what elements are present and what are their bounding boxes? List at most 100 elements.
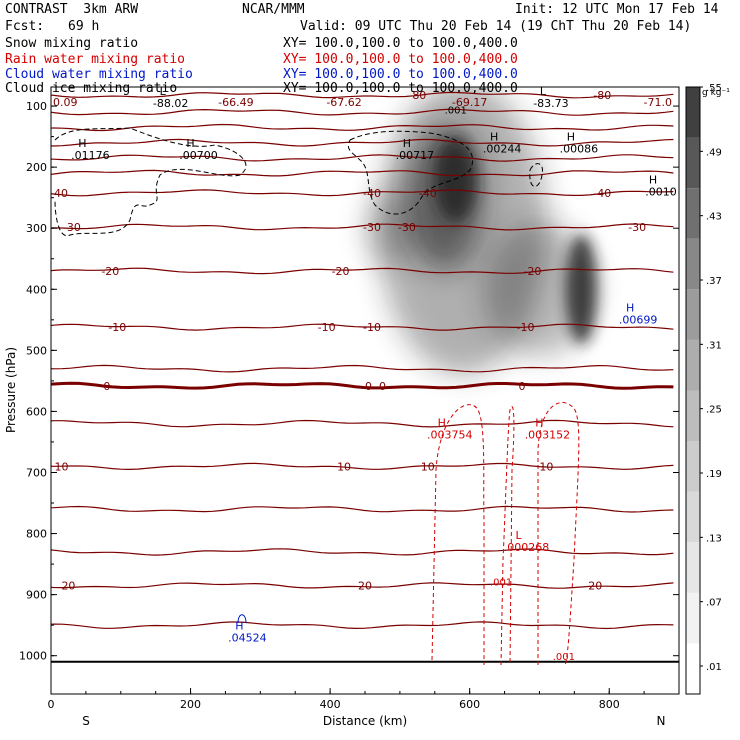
isotherm-label: 20 [61,579,75,592]
isotherm-label: -10 [363,321,381,334]
colorbar-frame [685,86,701,695]
isotherm-label: 10 [337,460,351,473]
top-row-value: -67.62 [326,96,361,109]
field-snow-name: Snow mixing ratio [5,36,139,51]
colorbar-swatch [686,542,700,593]
extremum-value: .003152 [525,429,571,442]
isotherm-line [51,505,674,513]
y-tick-label: 400 [26,283,47,296]
extremum-value: .00699 [619,314,658,327]
field-snow-xy: XY= 100.0,100.0 to 100.0,400.0 [283,36,518,51]
extremum-high-marker: H [626,302,634,315]
isotherm-label: -80 [593,89,611,102]
top-row-value: -66.49 [218,96,253,109]
colorbar-swatch [686,188,700,239]
colorbar: .01 .07 .13 .19 .25 .31 .37 .43 .49 .55g kg⁻¹ [685,83,730,695]
isotherm-label: -30 [628,221,646,234]
north-label: N [657,714,666,728]
rain-contour-west [431,404,485,665]
y-tick-label: 600 [26,405,47,418]
isotherm-label: 0 [103,380,110,393]
isotherm-line [51,108,674,116]
extremum-value: .04524 [228,631,267,644]
isotherm-label: -80 [408,89,426,102]
isotherm-layer [51,91,679,663]
rain-contour-layer [431,402,580,666]
colorbar-swatch [686,289,700,340]
isotherm-line [51,419,674,428]
extremum-high-marker: H [649,173,657,186]
top-row-value: 0.09 [53,96,78,109]
extremum-value: .01176 [71,149,110,162]
isotherm-label: 0 [379,380,386,393]
colorbar-swatch [686,238,700,290]
model-title: CONTRAST 3km ARW [5,2,139,17]
field-cloudice-name: Cloud ice mixing ratio [5,81,178,96]
isotherm-label: -10 [108,321,126,334]
colorbar-swatch [686,491,700,543]
annotation-layer: -80 -80 -40 -40 -40 -40 -30 -30 -30 -30 -20 -20 -20 -… [50,85,677,663]
isotherm-label: -40 [363,187,381,200]
x-axis-label: Distance (km) [323,714,407,728]
y-tick-label: 800 [26,528,47,541]
extremum-value: .00244 [483,143,522,156]
isotherm-line-20 [51,582,674,589]
y-tick-label: 100 [26,100,47,113]
extremum-value: .00717 [396,149,435,162]
colorbar-tick-label: .13 [706,533,722,544]
extremum-low-marker: L [540,85,547,98]
cloud-ice-outline-west [54,127,247,237]
colorbar-tick-label: .55 [706,83,722,94]
x-tick-label: 0 [48,698,55,711]
cloud-ice-label: .001 [445,105,467,116]
isotherm-line [51,138,674,147]
extremum-high-marker: H [186,137,194,150]
y-tick-label: 500 [26,344,47,357]
isotherm-label: -40 [419,187,437,200]
colorbar-tick-label: .49 [706,147,722,158]
isotherm-label: 10 [54,460,68,473]
colorbar-tick-label: .37 [706,276,722,287]
south-label: S [82,714,90,728]
colorbar-swatch [686,87,700,138]
x-tick-label: 600 [459,698,480,711]
isotherm-label: -20 [101,265,119,278]
extremum-high-marker: H [535,417,543,430]
extremum-low-marker: L [515,529,522,542]
colorbar-swatch [686,592,700,644]
isotherm-line [51,154,674,162]
isotherm-line--30 [51,223,674,231]
isotherm-label: -20 [523,265,541,278]
isotherm-label: -30 [63,221,81,234]
isotherm-line [51,621,674,630]
isotherm-label: -30 [363,221,381,234]
cloud-ice-outline-central [347,130,473,215]
org-label: NCAR/MMM [242,2,305,17]
isotherm-line--40 [51,189,674,197]
isotherm-label: 20 [358,579,372,592]
colorbar-tick-label: .01 [706,662,722,673]
forecast-hour: 69 h [68,19,100,34]
cloud-water-outline [237,614,247,624]
isotherm-line-10 [51,462,674,471]
extremum-high-marker: H [438,417,446,430]
colorbar-swatch [686,339,700,391]
valid-time: Valid: 09 UTC Thu 20 Feb 14 (19 ChT Thu … [300,19,692,34]
extremum-high-marker: H [235,619,243,632]
extremum-high-marker: H [567,131,575,144]
extremum-value: .00086 [560,143,599,156]
isotherm-label: 10 [539,460,553,473]
x-tick-label: 200 [180,698,201,711]
isotherm-label: -10 [318,321,336,334]
isotherm-label: 20 [588,579,602,592]
rain-contour-label: .001 [490,577,512,588]
rain-contour-label: .001 [553,652,575,663]
snow-shading-layer [364,87,597,375]
field-cloudwater-xy: XY= 100.0,100.0 to 100.0,400.0 [283,67,518,82]
isotherm-label: -20 [332,265,350,278]
cloud-ice-outline-east [529,163,544,187]
isotherm-line--80 [51,91,674,99]
isotherm-label: 0 [519,380,526,393]
extremum-value: -83.73 [533,97,568,110]
